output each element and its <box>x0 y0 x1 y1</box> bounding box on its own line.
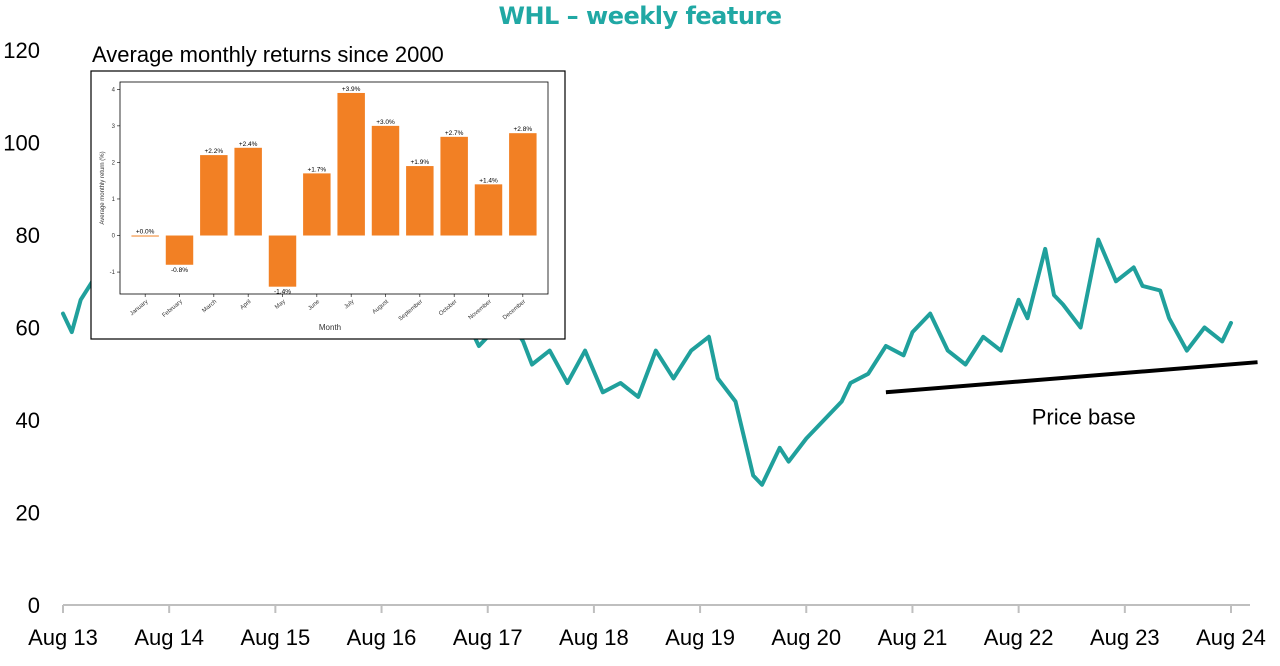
price-base-trendline <box>885 360 1258 395</box>
x-tick-label: Aug 20 <box>771 625 841 650</box>
x-tick-label: Aug 19 <box>665 625 735 650</box>
inset-chart-title: Average monthly returns since 2000 <box>92 42 444 67</box>
inset-y-tick-label: 0 <box>112 234 116 240</box>
y-tick-label: 20 <box>16 501 40 526</box>
inset-bar <box>303 173 331 236</box>
inset-bar-data-label: +3.0% <box>376 119 395 126</box>
inset-bar <box>268 235 297 287</box>
inset-y-tick-label: 4 <box>112 87 116 93</box>
inset-y-tick-label: 3 <box>112 124 116 130</box>
inset-bar-data-label: +1.4% <box>479 177 498 184</box>
chart-title: WHL – weekly feature <box>498 2 782 30</box>
y-tick-label: 100 <box>3 131 40 156</box>
x-tick-label: Aug 14 <box>134 625 204 650</box>
x-tick-label: Aug 22 <box>984 625 1054 650</box>
y-tick-label: 60 <box>16 316 40 341</box>
inset-bar-chart: -1 0 1 2 3 4 +0.0% -0.8% +2.2% +2.4% -1.4% +1.7% +3… <box>90 70 566 340</box>
inset-bar <box>234 147 262 236</box>
inset-y-tick-label: 2 <box>112 160 116 166</box>
inset-bar <box>165 235 194 265</box>
y-tick-label: 40 <box>16 408 40 433</box>
inset-bar <box>337 92 365 236</box>
y-tick-label: 80 <box>16 223 40 248</box>
inset-xlabel: Month <box>319 323 341 332</box>
x-tick-label: Aug 23 <box>1090 625 1160 650</box>
inset-bar-data-label: +2.7% <box>445 130 464 137</box>
price-base-label: Price base <box>1032 404 1136 429</box>
x-tick-label: Aug 17 <box>453 625 523 650</box>
inset-bar <box>509 133 537 236</box>
x-tick-label: Aug 15 <box>240 625 310 650</box>
inset-bar-data-label: +3.9% <box>342 86 361 93</box>
inset-bar <box>200 155 228 236</box>
inset-bar-data-label: +2.8% <box>514 126 533 133</box>
inset-x-tick-label: May <box>274 299 287 311</box>
inset-bar-data-label: +1.9% <box>411 159 430 166</box>
x-tick-label: Aug 13 <box>28 625 98 650</box>
inset-bar <box>474 184 503 236</box>
inset-y-tick-label: -1 <box>110 270 116 276</box>
inset-bar <box>371 125 400 236</box>
inset-bar-data-label: -0.8% <box>171 267 188 274</box>
inset-y-tick-label: 1 <box>112 197 116 203</box>
inset-bar-data-label: +1.7% <box>308 166 327 173</box>
inset-ylabel: Average monthly return (%) <box>100 151 106 224</box>
inset-bar <box>131 235 159 237</box>
inset-bar <box>440 136 468 236</box>
x-tick-label: Aug 16 <box>347 625 417 650</box>
inset-bar-data-label: +0.0% <box>136 229 155 236</box>
inset-bar-data-label: -1.4% <box>274 289 291 296</box>
x-tick-label: Aug 21 <box>878 625 948 650</box>
inset-bar-data-label: +2.4% <box>239 141 258 148</box>
inset-bar <box>406 166 434 236</box>
x-tick-label: Aug 24 <box>1196 625 1266 650</box>
inset-bar-data-label: +2.2% <box>205 148 224 155</box>
y-tick-label: 0 <box>28 593 40 618</box>
inset-plot-frame <box>119 81 549 295</box>
x-tick-label: Aug 18 <box>559 625 629 650</box>
inset-x-tick-label: July <box>343 299 355 310</box>
y-tick-label: 120 <box>3 38 40 63</box>
